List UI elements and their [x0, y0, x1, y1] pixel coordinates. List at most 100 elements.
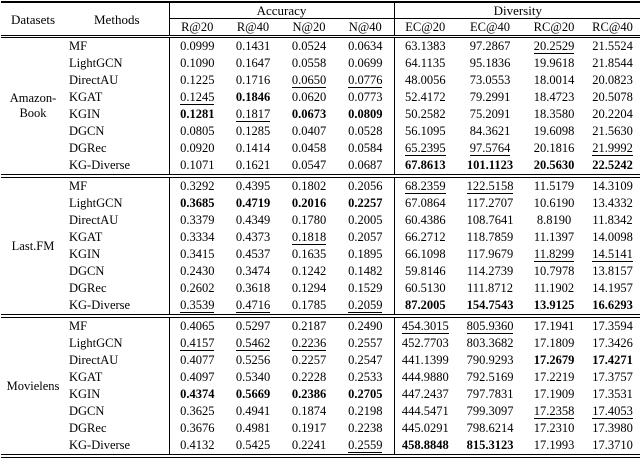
- metric-value-text: 17.2310: [533, 421, 575, 435]
- metric-value-text: 0.0999: [180, 39, 215, 53]
- metric-value: 0.2602: [168, 280, 225, 297]
- metric-value: 0.0687: [337, 157, 394, 178]
- metric-value-text: 0.1817: [235, 107, 271, 122]
- metric-value-text: 17.3426: [592, 336, 633, 350]
- metric-value-text: 11.1397: [533, 230, 575, 244]
- method-label: KGIN: [69, 387, 101, 401]
- table-row: KGIN 0.4374 0.5669 0.2386 0.2705 447.2437 797.…: [1, 386, 640, 403]
- dataset-label-text: Book: [19, 106, 47, 120]
- metric-value-text: 14.0098: [592, 230, 633, 244]
- metric-value: 19.9618: [524, 55, 584, 72]
- metric-value: 68.2359: [393, 176, 456, 195]
- metric-value-text: 0.0776: [348, 73, 383, 88]
- metric-value-text: 0.1225: [180, 73, 215, 87]
- metric-value: 60.4386: [393, 212, 456, 229]
- table-row: Movielens MF 0.4065 0.5297 0.2187 0.2490 454.3…: [1, 316, 640, 458]
- metric-value: 66.1098: [393, 246, 456, 263]
- metric-value-text: 17.1809: [533, 336, 575, 350]
- metric-value: 0.5297: [225, 316, 281, 335]
- metric-value-text: 11.5179: [533, 179, 575, 193]
- metric-value: 0.4349: [225, 212, 281, 229]
- metric-value-text: 95.1836: [469, 56, 511, 70]
- metric-value-text: 11.1902: [533, 281, 575, 295]
- metric-value: 0.5340: [225, 369, 281, 386]
- metric-value: 0.1245: [168, 89, 225, 106]
- metric-value-text: 0.3539: [180, 298, 215, 312]
- metric-value: 0.1090: [168, 55, 225, 72]
- metric-value-text: 0.5340: [235, 370, 271, 384]
- table-row: Amazon- Book MF 0.0999 0.1431 0.0524 0.0634 63.…: [1, 36, 640, 178]
- metric-value-text: 17.3531: [592, 387, 633, 401]
- metric-value-text: 108.7641: [466, 213, 514, 227]
- metric-value: 122.5158: [456, 176, 524, 195]
- metric-value-text: 11.8299: [533, 247, 575, 262]
- metric-value: 17.3594: [584, 316, 640, 335]
- metric-value-text: 19.9618: [533, 56, 575, 70]
- metric-value: 0.2236: [281, 335, 337, 352]
- metric-value: 0.2490: [337, 316, 394, 335]
- metric-value-text: 0.2430: [180, 264, 215, 278]
- metric-value-text: 0.3685: [180, 196, 215, 210]
- metric-value: 0.2547: [337, 352, 394, 369]
- metric-value: 48.0056: [393, 72, 456, 89]
- metric-value-text: 0.0920: [180, 141, 215, 155]
- metric-value-text: 805.9360: [466, 319, 514, 334]
- metric-header-rc40: RC@40: [584, 18, 640, 38]
- metric-value: 0.5462: [225, 335, 281, 352]
- metric-value-text: 22.5242: [592, 158, 633, 172]
- table-row: KG-Diverse 0.4132 0.5425 0.2241 0.2559 458.88…: [1, 437, 640, 458]
- metric-value-text: 0.1245: [180, 90, 215, 105]
- metric-value-text: 73.0553: [469, 73, 511, 87]
- metric-value: 66.2712: [393, 229, 456, 246]
- metric-value: 0.3415: [168, 246, 225, 263]
- metric-value-text: 0.2547: [348, 353, 383, 367]
- metric-value-text: 0.5462: [235, 336, 271, 351]
- metric-value-text: 0.4941: [235, 404, 271, 418]
- method-label: DGCN: [69, 404, 105, 418]
- metric-value: 0.1818: [281, 229, 337, 246]
- method-label: DirectAU: [69, 353, 119, 367]
- metric-value-text: 17.3710: [592, 438, 633, 452]
- metric-value: 0.2430: [168, 263, 225, 280]
- metric-value-text: 17.1993: [533, 438, 575, 452]
- metric-value: 17.4271: [584, 352, 640, 369]
- metric-value: 452.7703: [393, 335, 456, 352]
- metric-value: 0.2241: [281, 437, 337, 458]
- table-row: DirectAU 0.3379 0.4349 0.1780 0.2005 60.4386 1…: [1, 212, 640, 229]
- group-header-row: Datasets Methods Accuracy Diversity: [1, 2, 640, 38]
- method-label: KG-Diverse: [65, 437, 169, 458]
- metric-value: 0.1414: [225, 140, 281, 157]
- metric-value: 0.4981: [225, 420, 281, 437]
- method-label: DGRec: [69, 281, 107, 295]
- metric-value-text: 0.3379: [180, 213, 215, 227]
- metric-header-r20: R@20: [168, 18, 225, 38]
- method-label: KG-Diverse: [65, 157, 169, 178]
- metric-value: 118.7859: [456, 229, 524, 246]
- metric-value: 17.2310: [524, 420, 584, 437]
- metric-value-text: 0.2187: [291, 319, 327, 333]
- metric-value: 17.1909: [524, 386, 584, 403]
- metric-value-text: 444.9880: [401, 370, 449, 384]
- metric-value-text: 17.1909: [533, 387, 575, 401]
- metric-value: 52.4172: [393, 89, 456, 106]
- dataset-label-text: Amazon-: [9, 91, 57, 105]
- table-row: DGCN 0.0805 0.1285 0.0407 0.0528 56.1095 84.36…: [1, 123, 640, 140]
- metric-value-text: 0.0458: [291, 141, 327, 155]
- metric-value-text: 0.5669: [235, 387, 271, 401]
- metric-value-text: 0.2257: [348, 196, 383, 210]
- metric-value-text: 84.3621: [469, 124, 511, 138]
- metric-value: 445.0291: [393, 420, 456, 437]
- metric-value: 14.1957: [584, 280, 640, 297]
- metric-value: 444.9880: [393, 369, 456, 386]
- metric-value: 0.2386: [281, 386, 337, 403]
- metric-header-n40: N@40: [337, 18, 394, 38]
- metric-value-text: 0.1529: [348, 281, 383, 295]
- metric-value: 798.6214: [456, 420, 524, 437]
- metric-value: 0.1917: [281, 420, 337, 437]
- metric-value-text: 17.2219: [533, 370, 575, 384]
- metric-value: 0.5256: [225, 352, 281, 369]
- diversity-group-header: Diversity: [393, 2, 640, 19]
- metric-value-text: 20.2204: [592, 107, 633, 121]
- metric-value-text: 17.2679: [533, 353, 575, 367]
- metric-value-text: 0.1242: [291, 264, 327, 278]
